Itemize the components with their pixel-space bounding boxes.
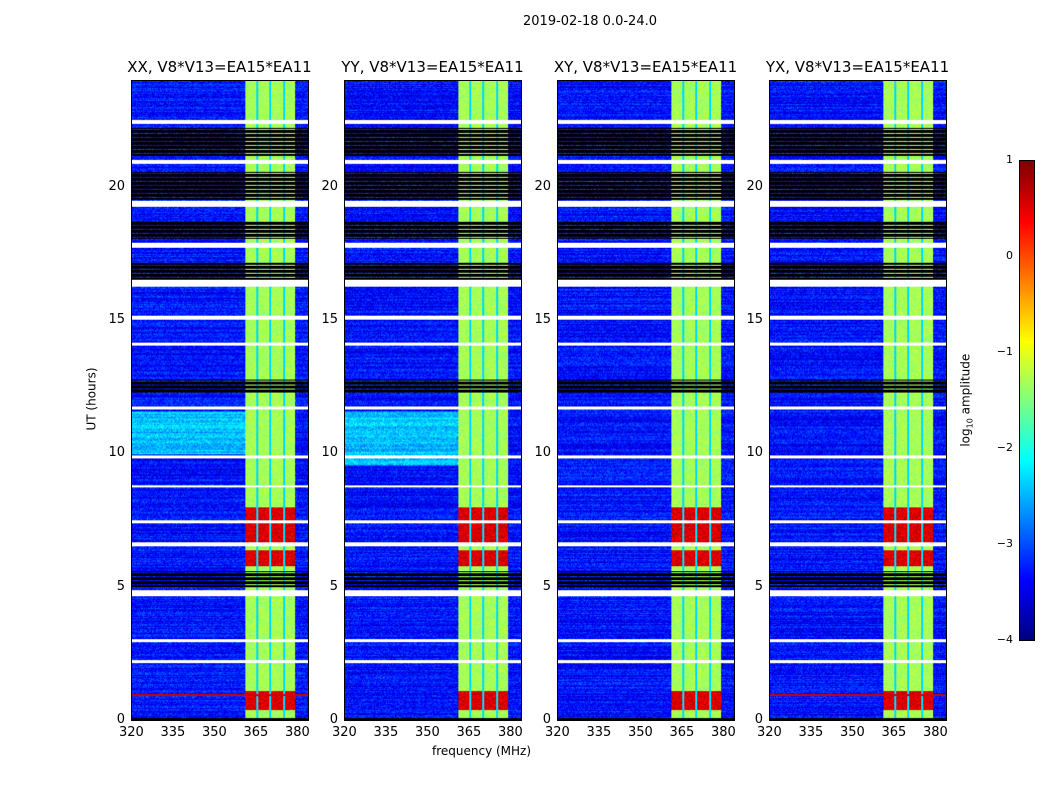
x-tick-label: 335 [586, 725, 612, 740]
y-tick-label: 0 [542, 712, 551, 727]
y-tick-label: 10 [534, 445, 551, 461]
y-tick-label: 10 [321, 445, 338, 461]
colorbar-tick-label: −3 [996, 537, 1013, 550]
y-tick-label: 0 [116, 712, 125, 727]
y-tick-label: 15 [746, 312, 763, 327]
figure-title: 2019-02-18 0.0-24.0 [523, 14, 657, 29]
y-tick-label: 5 [542, 578, 551, 594]
colorbar-tick-label: −4 [996, 633, 1013, 646]
x-tick-label: 350 [839, 725, 865, 740]
heatmap-yy [344, 80, 522, 721]
x-tick-label: 365 [243, 725, 269, 740]
y-tick-label: 10 [108, 445, 125, 461]
x-tick-label: 380 [710, 725, 736, 740]
y-tick-label: 5 [116, 578, 125, 594]
y-tick-label: 15 [534, 312, 551, 327]
y-tick-label: 10 [746, 445, 763, 461]
x-tick-label: 380 [497, 725, 523, 740]
y-tick-label: 15 [108, 312, 125, 327]
panel-title-xy: XY, V8*V13=EA15*EA11 [553, 58, 738, 76]
y-axis-label: UT (hours) [84, 367, 99, 431]
x-tick-label: 365 [456, 725, 482, 740]
heatmap-xy [557, 80, 735, 721]
y-tick-label: 20 [746, 178, 763, 194]
x-tick-label: 350 [201, 725, 227, 740]
x-tick-label: 365 [669, 725, 695, 740]
y-tick-label: 5 [329, 578, 338, 594]
colorbar [1019, 160, 1035, 641]
panel-title-yx: YX, V8*V13=EA15*EA11 [765, 58, 950, 76]
colorbar-tick-label: 1 [1006, 153, 1013, 166]
y-tick-label: 0 [329, 712, 338, 727]
heatmap-yx [769, 80, 947, 721]
x-tick-label: 350 [414, 725, 440, 740]
y-tick-label: 0 [754, 712, 763, 727]
colorbar-tick-label: 0 [1006, 249, 1013, 262]
x-tick-label: 320 [332, 725, 357, 740]
heatmap-xx [131, 80, 309, 721]
colorbar-tick-label: −2 [996, 441, 1013, 454]
x-tick-label: 380 [284, 725, 310, 740]
x-tick-label: 335 [798, 725, 824, 740]
x-tick-label: 320 [545, 725, 570, 740]
panel-title-xx: XX, V8*V13=EA15*EA11 [127, 58, 312, 76]
colorbar-label: log10 amplitude [958, 353, 975, 447]
x-tick-label: 365 [881, 725, 907, 740]
x-tick-label: 350 [627, 725, 653, 740]
y-tick-label: 20 [108, 178, 125, 194]
y-tick-label: 20 [534, 178, 551, 194]
x-tick-label: 335 [373, 725, 399, 740]
y-tick-label: 5 [754, 578, 763, 594]
y-tick-label: 20 [321, 178, 338, 194]
x-tick-label: 320 [119, 725, 144, 740]
y-tick-label: 15 [321, 312, 338, 327]
x-tick-label: 380 [922, 725, 948, 740]
colorbar-tick-label: −1 [996, 345, 1013, 358]
x-tick-label: 320 [757, 725, 782, 740]
x-tick-label: 335 [160, 725, 186, 740]
panel-title-yy: YY, V8*V13=EA15*EA11 [341, 58, 524, 76]
x-axis-label: frequency (MHz) [432, 744, 532, 758]
